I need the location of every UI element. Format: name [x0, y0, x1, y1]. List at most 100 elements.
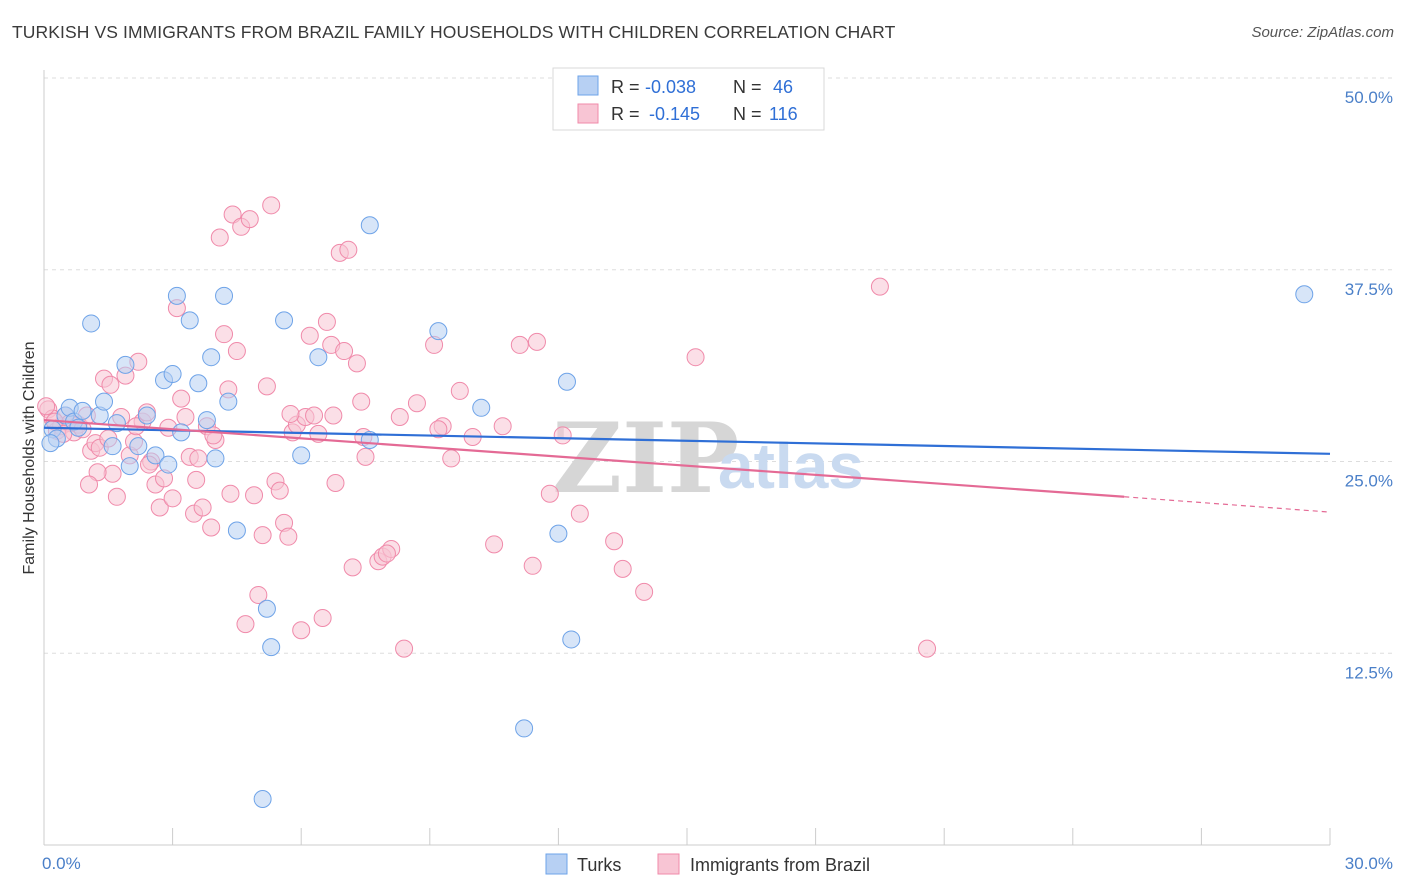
- legend-swatch-brazil: [577, 103, 599, 124]
- brazil-point: [245, 486, 264, 505]
- brazil-point: [605, 532, 624, 551]
- turks-point: [309, 348, 328, 367]
- turks-point: [562, 630, 581, 649]
- series-turks: [41, 216, 1314, 808]
- brazil-point: [281, 404, 300, 423]
- turks-point: [120, 457, 139, 476]
- trend-line-turks: [43, 426, 1331, 455]
- turks-point: [167, 286, 186, 305]
- brazil-point: [215, 325, 234, 344]
- series-immigrants-from-brazil: [37, 196, 937, 658]
- brazil-point: [553, 426, 572, 445]
- brazil-point: [407, 394, 426, 413]
- bottom-legend-swatch-turks: [545, 853, 568, 875]
- turks-point: [549, 524, 568, 543]
- brazil-point: [107, 487, 126, 506]
- brazil-point: [395, 639, 414, 658]
- brazil-point: [527, 332, 546, 351]
- brazil-point: [236, 615, 255, 634]
- turks-point: [227, 521, 246, 540]
- brazil-point: [257, 377, 276, 396]
- brazil-point: [442, 449, 461, 468]
- turks-point: [1295, 285, 1314, 304]
- brazil-point: [313, 608, 332, 627]
- brazil-point: [80, 475, 99, 494]
- turks-point: [129, 437, 148, 456]
- legend-r-label-brazil: R =: [611, 104, 640, 124]
- legend-n-value-turks: 46: [773, 77, 793, 97]
- turks-point: [95, 392, 114, 411]
- brazil-point: [253, 526, 272, 545]
- brazil-point: [523, 556, 542, 575]
- bottom-legend-swatch-brazil: [657, 853, 680, 875]
- brazil-point: [193, 498, 212, 517]
- turks-point: [219, 392, 238, 411]
- x-tick-label-max: 30.0%: [1345, 854, 1393, 873]
- brazil-point: [223, 205, 242, 224]
- brazil-point: [570, 504, 589, 523]
- brazil-point: [292, 621, 311, 640]
- trend-line-brazil: [43, 418, 1125, 498]
- y-tick-label: 37.5%: [1345, 280, 1393, 299]
- turks-point: [515, 719, 534, 738]
- brazil-point: [279, 527, 298, 546]
- turks-point: [360, 216, 379, 235]
- turks-point: [292, 446, 311, 465]
- brazil-point: [172, 389, 191, 408]
- brazil-point: [204, 426, 223, 445]
- brazil-point: [352, 392, 371, 411]
- brazil-point: [88, 463, 107, 482]
- brazil-point: [485, 535, 504, 554]
- brazil-point: [249, 585, 268, 604]
- brazil-point: [540, 484, 559, 503]
- turks-point: [472, 398, 491, 417]
- turks-point: [137, 406, 156, 425]
- turks-point: [557, 372, 576, 391]
- turks-point: [146, 446, 165, 465]
- chart-source: Source: ZipAtlas.com: [1251, 24, 1394, 41]
- turks-point: [257, 599, 276, 618]
- x-tick-label-min: 0.0%: [42, 854, 81, 873]
- legend-swatch-turks: [577, 75, 599, 96]
- turks-point: [253, 789, 272, 808]
- x-axis-ticks: [43, 828, 1331, 845]
- turks-point: [262, 638, 281, 657]
- turks-point: [82, 314, 101, 333]
- turks-point: [202, 348, 221, 367]
- brazil-point: [300, 326, 319, 345]
- brazil-point: [150, 498, 169, 517]
- brazil-point: [103, 464, 122, 483]
- brazil-point: [339, 240, 358, 259]
- brazil-point: [210, 228, 229, 247]
- brazil-point: [613, 559, 632, 578]
- brazil-point: [390, 408, 409, 427]
- y-tick-label: 50.0%: [1345, 88, 1393, 107]
- turks-point: [41, 434, 60, 453]
- trend-lines: [43, 418, 1331, 513]
- trend-line-brazil-extension: [1124, 496, 1331, 513]
- turks-point: [172, 423, 191, 442]
- y-axis-label: Family Households with Children: [21, 342, 38, 575]
- legend-r-value-turks: -0.038: [645, 77, 696, 97]
- y-tick-label: 12.5%: [1345, 663, 1393, 682]
- chart-title: TURKISH VS IMMIGRANTS FROM BRAZIL FAMILY…: [12, 22, 896, 42]
- brazil-point: [870, 277, 889, 296]
- brazil-point: [101, 375, 120, 394]
- turks-point: [159, 455, 178, 474]
- turks-point: [197, 411, 216, 430]
- brazil-point: [240, 210, 259, 229]
- bottom-legend-label-turks: Turks: [577, 855, 621, 875]
- turks-point: [180, 311, 199, 330]
- brazil-point: [270, 481, 289, 500]
- brazil-point: [187, 470, 206, 489]
- brazil-point: [202, 518, 221, 537]
- grid-lines: [44, 77, 1393, 654]
- turks-point: [116, 355, 135, 374]
- turks-point: [103, 437, 122, 456]
- legend-n-value-brazil: 116: [769, 104, 798, 124]
- brazil-point: [189, 449, 208, 468]
- brazil-point: [176, 408, 195, 427]
- legend: R = -0.038 N = 46 R = -0.145 N = 116: [552, 67, 825, 131]
- bottom-legend-label-brazil: Immigrants from Brazil: [690, 855, 870, 875]
- legend-r-value-brazil: -0.145: [649, 104, 700, 124]
